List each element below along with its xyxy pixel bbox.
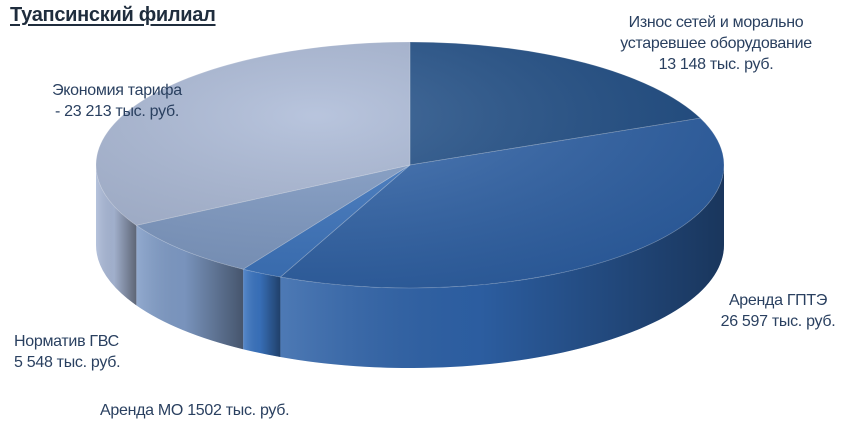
pie-top-faces	[95, 41, 725, 289]
pie-side-shade	[280, 165, 724, 368]
pie-side-shade	[136, 225, 244, 350]
pie-top-sheen	[96, 42, 724, 288]
slice-label-iznos: Износ сетей и морально устаревшее оборуд…	[620, 14, 812, 73]
slice-label-ekonomiya: Экономия тарифа - 23 213 тыс. руб.	[52, 82, 182, 120]
pie-side-shade	[243, 269, 281, 358]
slice-label-arenda-mo: Аренда МО 1502 тыс. руб.	[100, 402, 290, 419]
slice-label-normativ-gvs: Норматив ГВС 5 548 тыс. руб.	[14, 333, 121, 371]
pie-sides	[96, 165, 724, 368]
chart-title: Туапсинский филиал	[10, 4, 216, 26]
pie-side-shade	[96, 165, 137, 306]
slice-label-arenda-gpte: Аренда ГПТЭ 26 597 тыс. руб.	[720, 292, 836, 330]
